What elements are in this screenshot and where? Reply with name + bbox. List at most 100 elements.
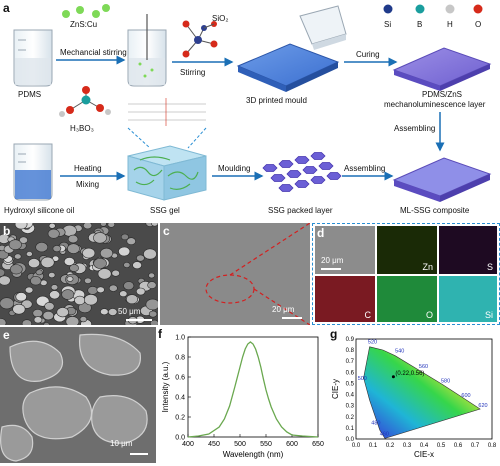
particle [12, 303, 26, 315]
particle [74, 295, 86, 305]
x-tick-label: 400 [182, 441, 194, 448]
particle [126, 294, 139, 305]
panel-d-scale-text: 20 μm [321, 256, 344, 265]
eds-map-s: S [439, 226, 497, 274]
particle [100, 247, 114, 259]
particle [63, 257, 75, 266]
x-tick-label: 450 [208, 441, 220, 448]
particle [148, 310, 158, 318]
particle [32, 308, 43, 318]
x-tick-label: 0.0 [352, 443, 361, 449]
y-tick-label: 0.4 [175, 395, 185, 402]
wavelength-label: 520 [368, 339, 377, 345]
particle [65, 316, 80, 325]
particle [84, 294, 98, 306]
particle [107, 223, 116, 228]
particle [61, 289, 75, 300]
particle [147, 281, 157, 289]
particle [148, 272, 155, 279]
panel-f: f 400 450 500 550 600 650 0.0 0.2 0.4 0.6 0.8 1.0 Wa… [158, 327, 328, 466]
particle [35, 269, 43, 276]
particle [93, 258, 107, 269]
plot-frame [187, 336, 319, 438]
eds-map-si: Si [439, 276, 497, 322]
wavelength-label: 600 [461, 393, 470, 399]
particle [119, 290, 128, 297]
y-tick-label: 0.6 [346, 370, 355, 376]
x-axis-label: Wavelength (nm) [223, 450, 284, 459]
hexagon-cell [310, 152, 326, 160]
particle [49, 290, 61, 300]
label-heating: Heating [74, 164, 102, 173]
particle [123, 261, 131, 268]
particle [96, 286, 105, 294]
particle [47, 228, 60, 239]
particle [44, 302, 55, 311]
ssg-packed-layer [262, 152, 342, 192]
hexagon-cell [262, 164, 278, 172]
particle [145, 298, 158, 311]
particle [118, 246, 131, 257]
label-ssg-gel: SSG gel [150, 206, 180, 215]
panel-b-label: b [3, 224, 11, 238]
panel-b-sem: b 50 μm [0, 223, 158, 325]
y-tick-label: 0.2 [346, 415, 355, 421]
spectrum-chart: 400 450 500 550 600 650 0.0 0.2 0.4 0.6 0.8 1.0 Wave… [161, 335, 324, 460]
y-tick-label: 0.9 [346, 337, 355, 343]
label-mech-stirring: Mechancial stirring [60, 48, 127, 57]
label-moulding: Moulding [218, 164, 251, 173]
particle [151, 223, 158, 227]
particle [123, 281, 135, 291]
hexagon-cell [294, 156, 310, 164]
pdms-zns-layer [392, 47, 492, 91]
h3bo3-molecule [59, 86, 111, 117]
particle [107, 308, 118, 316]
hexagon-cell [302, 166, 318, 174]
panel-c-sem: c 20 μm [160, 223, 310, 325]
particle [14, 253, 22, 260]
particle [30, 275, 42, 286]
particle [56, 307, 69, 318]
label-composite: ML-SSG composite [400, 206, 470, 215]
panel-d-scalebar [321, 268, 341, 270]
hexagon-cell [286, 170, 302, 178]
label-assembling-1: Assembling [394, 124, 436, 133]
particle [136, 254, 145, 262]
particles-svg [0, 223, 158, 325]
x-axis-label: CIE-x [414, 450, 434, 459]
ssg-structure [128, 98, 206, 126]
x-tick-label: 0.6 [454, 443, 463, 449]
particle [150, 319, 158, 325]
particle [78, 302, 92, 314]
particle [0, 318, 7, 325]
particle [15, 292, 27, 302]
eds-sem: d 20 μm [315, 226, 375, 274]
legend-h: H [447, 20, 453, 29]
particle [27, 258, 40, 268]
panel-a: a [0, 0, 500, 222]
y-tick-label: 0.6 [175, 375, 185, 382]
label-pdms: PDMS [18, 90, 42, 99]
beaker-mixed [127, 14, 167, 87]
particle [97, 268, 112, 280]
particle [67, 243, 80, 254]
particle [14, 223, 28, 230]
wavelength-label: 500 [358, 376, 367, 382]
x-tick-label: 600 [286, 441, 298, 448]
x-tick-label: 0.5 [437, 443, 446, 449]
panel-f-label: f [158, 327, 162, 341]
legend-o: O [475, 20, 482, 29]
particle [69, 264, 79, 272]
particle [79, 316, 88, 323]
y-tick-label: 0.8 [175, 355, 185, 362]
particle [43, 322, 50, 325]
x-tick-label: 0.7 [471, 443, 480, 449]
label-h3bo3: H₃BO₃ [70, 124, 94, 133]
particle [0, 275, 11, 286]
ssg-gel-cube [127, 145, 207, 201]
particle [24, 286, 34, 294]
panel-d-label: d [317, 226, 325, 240]
cie-chart: 0.0 0.1 0.2 0.3 0.4 0.5 0.6 0.7 0.8 0.0 0.1 0.2 0.3 0… [331, 337, 497, 459]
label-sio2: SiO₂ [212, 14, 229, 23]
wavelength-label: 540 [395, 348, 404, 354]
